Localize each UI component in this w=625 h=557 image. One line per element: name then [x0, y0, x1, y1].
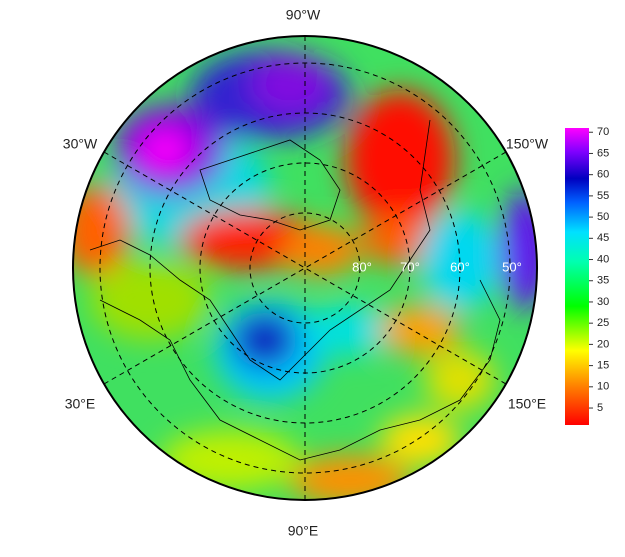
graticule	[99, 36, 511, 500]
meridian-label: 30°W	[63, 136, 98, 152]
colorbar-tick-label: 5	[597, 402, 603, 414]
colorbar-tick-label: 40	[597, 253, 609, 265]
meridian-label: 150°W	[506, 136, 549, 152]
latitude-label: 80°	[352, 259, 372, 274]
latitude-label: 60°	[450, 259, 470, 274]
meridian-label: 90°E	[288, 523, 319, 539]
colorbar	[565, 128, 589, 425]
colorbar-tick-label: 15	[597, 360, 609, 372]
colorbar-tick-label: 55	[597, 190, 609, 202]
colorbar-tick-label: 60	[597, 169, 609, 181]
colorbar-tick-label: 65	[597, 147, 609, 159]
colorbar-tick-label: 25	[597, 317, 609, 329]
latitude-label: 50°	[502, 259, 522, 274]
map-border	[72, 35, 538, 501]
field	[73, 36, 537, 500]
colorbar-tick-label: 50	[597, 211, 609, 223]
meridian-label: 90°W	[286, 7, 321, 23]
colorbar-tick-label: 20	[597, 338, 609, 350]
latitude-label: 70°	[400, 259, 420, 274]
colorbar-tick-label: 30	[597, 296, 609, 308]
meridian-label: 150°E	[508, 396, 546, 412]
colorbar-tick-label: 35	[597, 275, 609, 287]
colorbar-tick-label: 10	[597, 381, 609, 393]
colorbar-tick-label: 70	[597, 126, 609, 138]
meridian-label: 30°E	[65, 396, 96, 412]
colorbar-tick-label: 45	[597, 232, 609, 244]
